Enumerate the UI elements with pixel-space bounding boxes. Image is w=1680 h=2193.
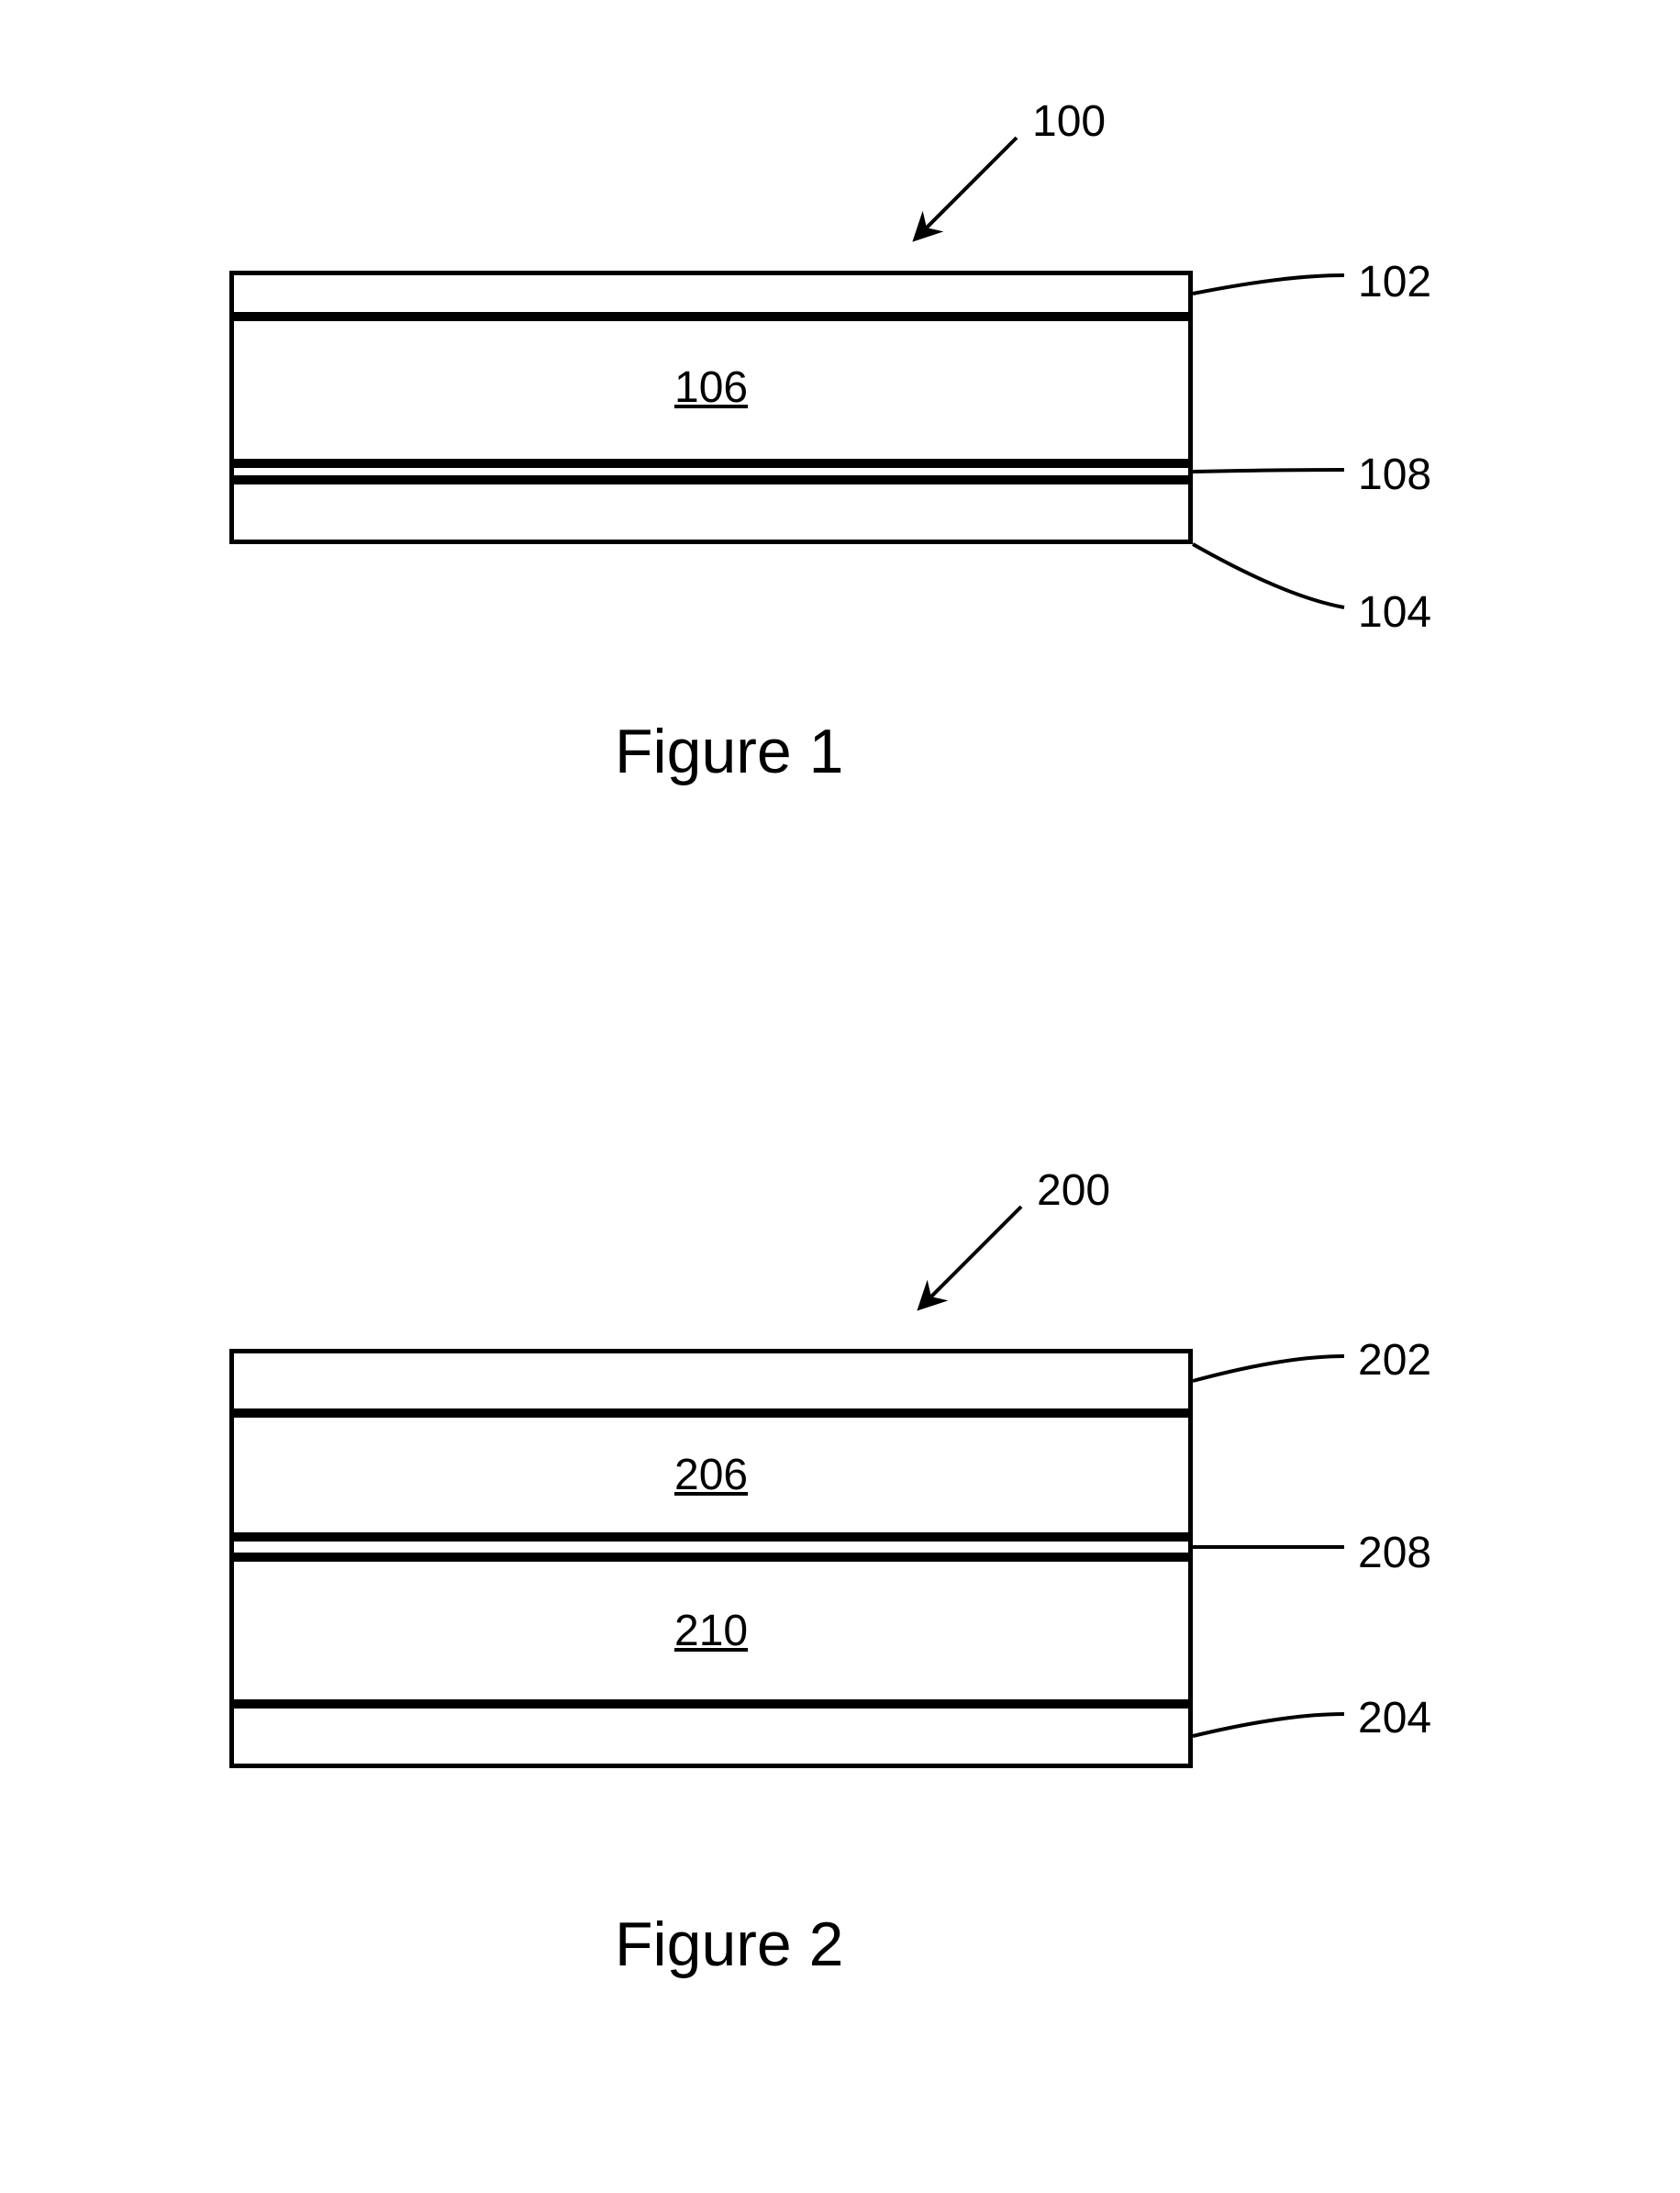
fig1-layer-104 [229,480,1193,544]
fig2-layer-202-label: 202 [1358,1335,1431,1386]
fig1-layer-108-label: 108 [1358,450,1431,500]
fig2-layer-206-label: 206 [674,1450,748,1500]
fig2-layer-204 [229,1704,1193,1768]
fig1-assembly-label: 100 [1032,96,1106,147]
fig1-layer-106-label: 106 [674,362,748,413]
fig2-layer-208 [229,1537,1193,1557]
fig2-caption: Figure 2 [615,1909,843,1980]
fig1-layer-108 [229,463,1193,480]
fig1-caption: Figure 1 [615,716,843,787]
fig2-assembly-label: 200 [1037,1165,1110,1216]
fig2-layer-210-label: 210 [674,1606,748,1656]
fig1-layer-102 [229,271,1193,317]
diagram-canvas: 100 106 102 108 104 Figure 1 200 206 210… [0,0,1680,2193]
fig2-layer-208-label: 208 [1358,1528,1431,1578]
fig2-layer-202 [229,1349,1193,1413]
fig1-layer-102-label: 102 [1358,257,1431,307]
fig2-layer-204-label: 204 [1358,1693,1431,1743]
fig1-layer-104-label: 104 [1358,587,1431,638]
